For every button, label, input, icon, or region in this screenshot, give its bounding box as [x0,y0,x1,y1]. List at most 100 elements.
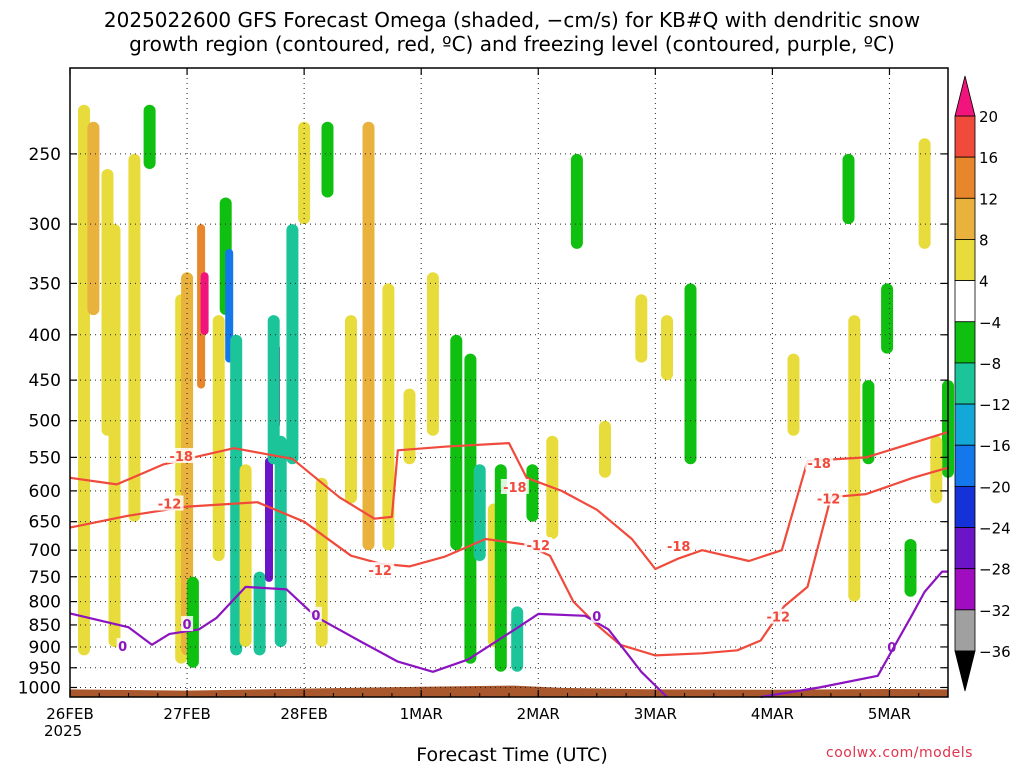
x-tick-label: 27FEB [163,705,210,723]
colorbar-band [954,362,976,405]
colorbar-label: −24 [979,520,1011,538]
omega-cell [787,353,800,436]
colorbar-band [954,156,976,199]
contour-0 [69,585,668,698]
colorbar-top-arrow [954,75,976,117]
colorbar-band [954,239,976,282]
contour-label: 0 [118,640,127,655]
omega-cell [450,334,463,551]
colorbar-label: −16 [979,437,1011,455]
ground-surface [70,685,948,697]
colorbar-label: −4 [979,314,1001,332]
contour--12 [69,466,949,657]
y-axis: 2503003504004505005506006507007508008509… [18,145,948,698]
contour-label-bg [500,479,529,495]
omega-cell [862,380,875,465]
colorbar-label: −20 [979,478,1011,496]
colorbar-band [954,115,976,158]
contour-label: 0 [183,618,192,633]
contour-label: -18 [667,540,691,555]
omega-cell [570,153,583,249]
contour-label: -12 [368,564,392,579]
x-tick-label: 1MAR [400,705,443,723]
contour-label-bg [116,638,129,654]
contour-layer: -18 -18 -18 -18 -12 -12 -12 -12 -12 0 0 0 0 0 [69,431,949,699]
colorbar-band [954,527,976,570]
contour-label-bg [814,490,843,506]
y-tick-label: 850 [29,616,61,636]
omega-cell [253,571,266,656]
omega-cell [382,283,395,551]
chart-title-line-2: growth region (contoured, red, ºC) and f… [129,32,895,56]
omega-cell [473,464,486,561]
colorbar-label: 20 [979,108,998,126]
x-tick-label: 3MAR [634,705,677,723]
omega-cell [230,334,243,656]
colorbar-band [954,568,976,611]
omega-cell [599,420,611,478]
omega-cell [143,104,156,169]
colorbar-band [954,321,976,364]
colorbar-band [954,197,976,240]
y-tick-label: 300 [29,215,61,235]
y-tick-label: 500 [29,412,61,432]
contour-label: 0 [311,609,320,624]
chart-title-line-1: 2025022600 GFS Forecast Omega (shaded, −… [103,8,921,32]
y-tick-label: 600 [29,482,61,502]
omega-cell [78,104,90,656]
omega-cell [298,121,311,225]
y-tick-label: 350 [29,274,61,294]
omega-cell [881,283,894,354]
omega-cell [225,248,234,363]
contour-label-bg [664,537,693,553]
omega-cell [684,283,697,465]
omega-cell [108,224,121,647]
colorbar-band [954,403,976,446]
colorbar-band [954,280,976,323]
contour-label-bg [885,638,898,654]
ground-layer [70,685,948,697]
contour--18 [69,431,949,571]
x-tick-label: 4MAR [751,705,794,723]
x-tick-label: 26FEB [46,705,93,723]
omega-cell [464,353,477,664]
colorbar-label: −12 [979,396,1011,414]
contour-label: 0 [592,610,601,625]
x-axis-year-label: 2025 [44,722,83,740]
credit-link[interactable]: coolwx.com/models [826,745,973,761]
contour-label-bg [155,495,184,511]
contour-label: -12 [767,611,791,626]
omega-cell [842,153,855,225]
contour-label-bg [805,454,834,470]
x-axis: 26FEB 27FEB 28FEB 1MAR 2MAR 3MAR 4MAR 5MAR [46,68,949,723]
contour-0-east [760,570,948,699]
y-tick-label: 750 [29,568,61,588]
colorbar-band [954,485,976,528]
omega-cell [128,153,141,522]
omega-cell [904,539,917,597]
contour-label-bg [764,608,793,624]
y-tick-label: 250 [29,145,61,165]
contour-label-bg [167,447,196,463]
omega-cell [635,294,648,363]
omega-cell [239,464,252,647]
omega-cell [661,315,673,381]
omega-shading-layer [78,104,954,672]
y-tick-label: 950 [29,659,61,679]
omega-cell [426,272,439,436]
colorbar-label: −36 [979,643,1011,661]
omega-cell [265,457,273,582]
contour-label: -12 [158,497,182,512]
omega-cell [321,121,334,198]
contour-label-bg [524,537,553,553]
omega-cell [918,138,931,249]
omega-cell [403,388,416,465]
colorbar-label: 4 [979,273,989,291]
y-tick-label: 650 [29,513,61,533]
contour-label-bg [181,616,194,632]
x-axis-title: Forecast Time (UTC) [416,744,608,766]
x-tick-label: 2MAR [517,705,560,723]
contour-label: -18 [807,457,831,472]
